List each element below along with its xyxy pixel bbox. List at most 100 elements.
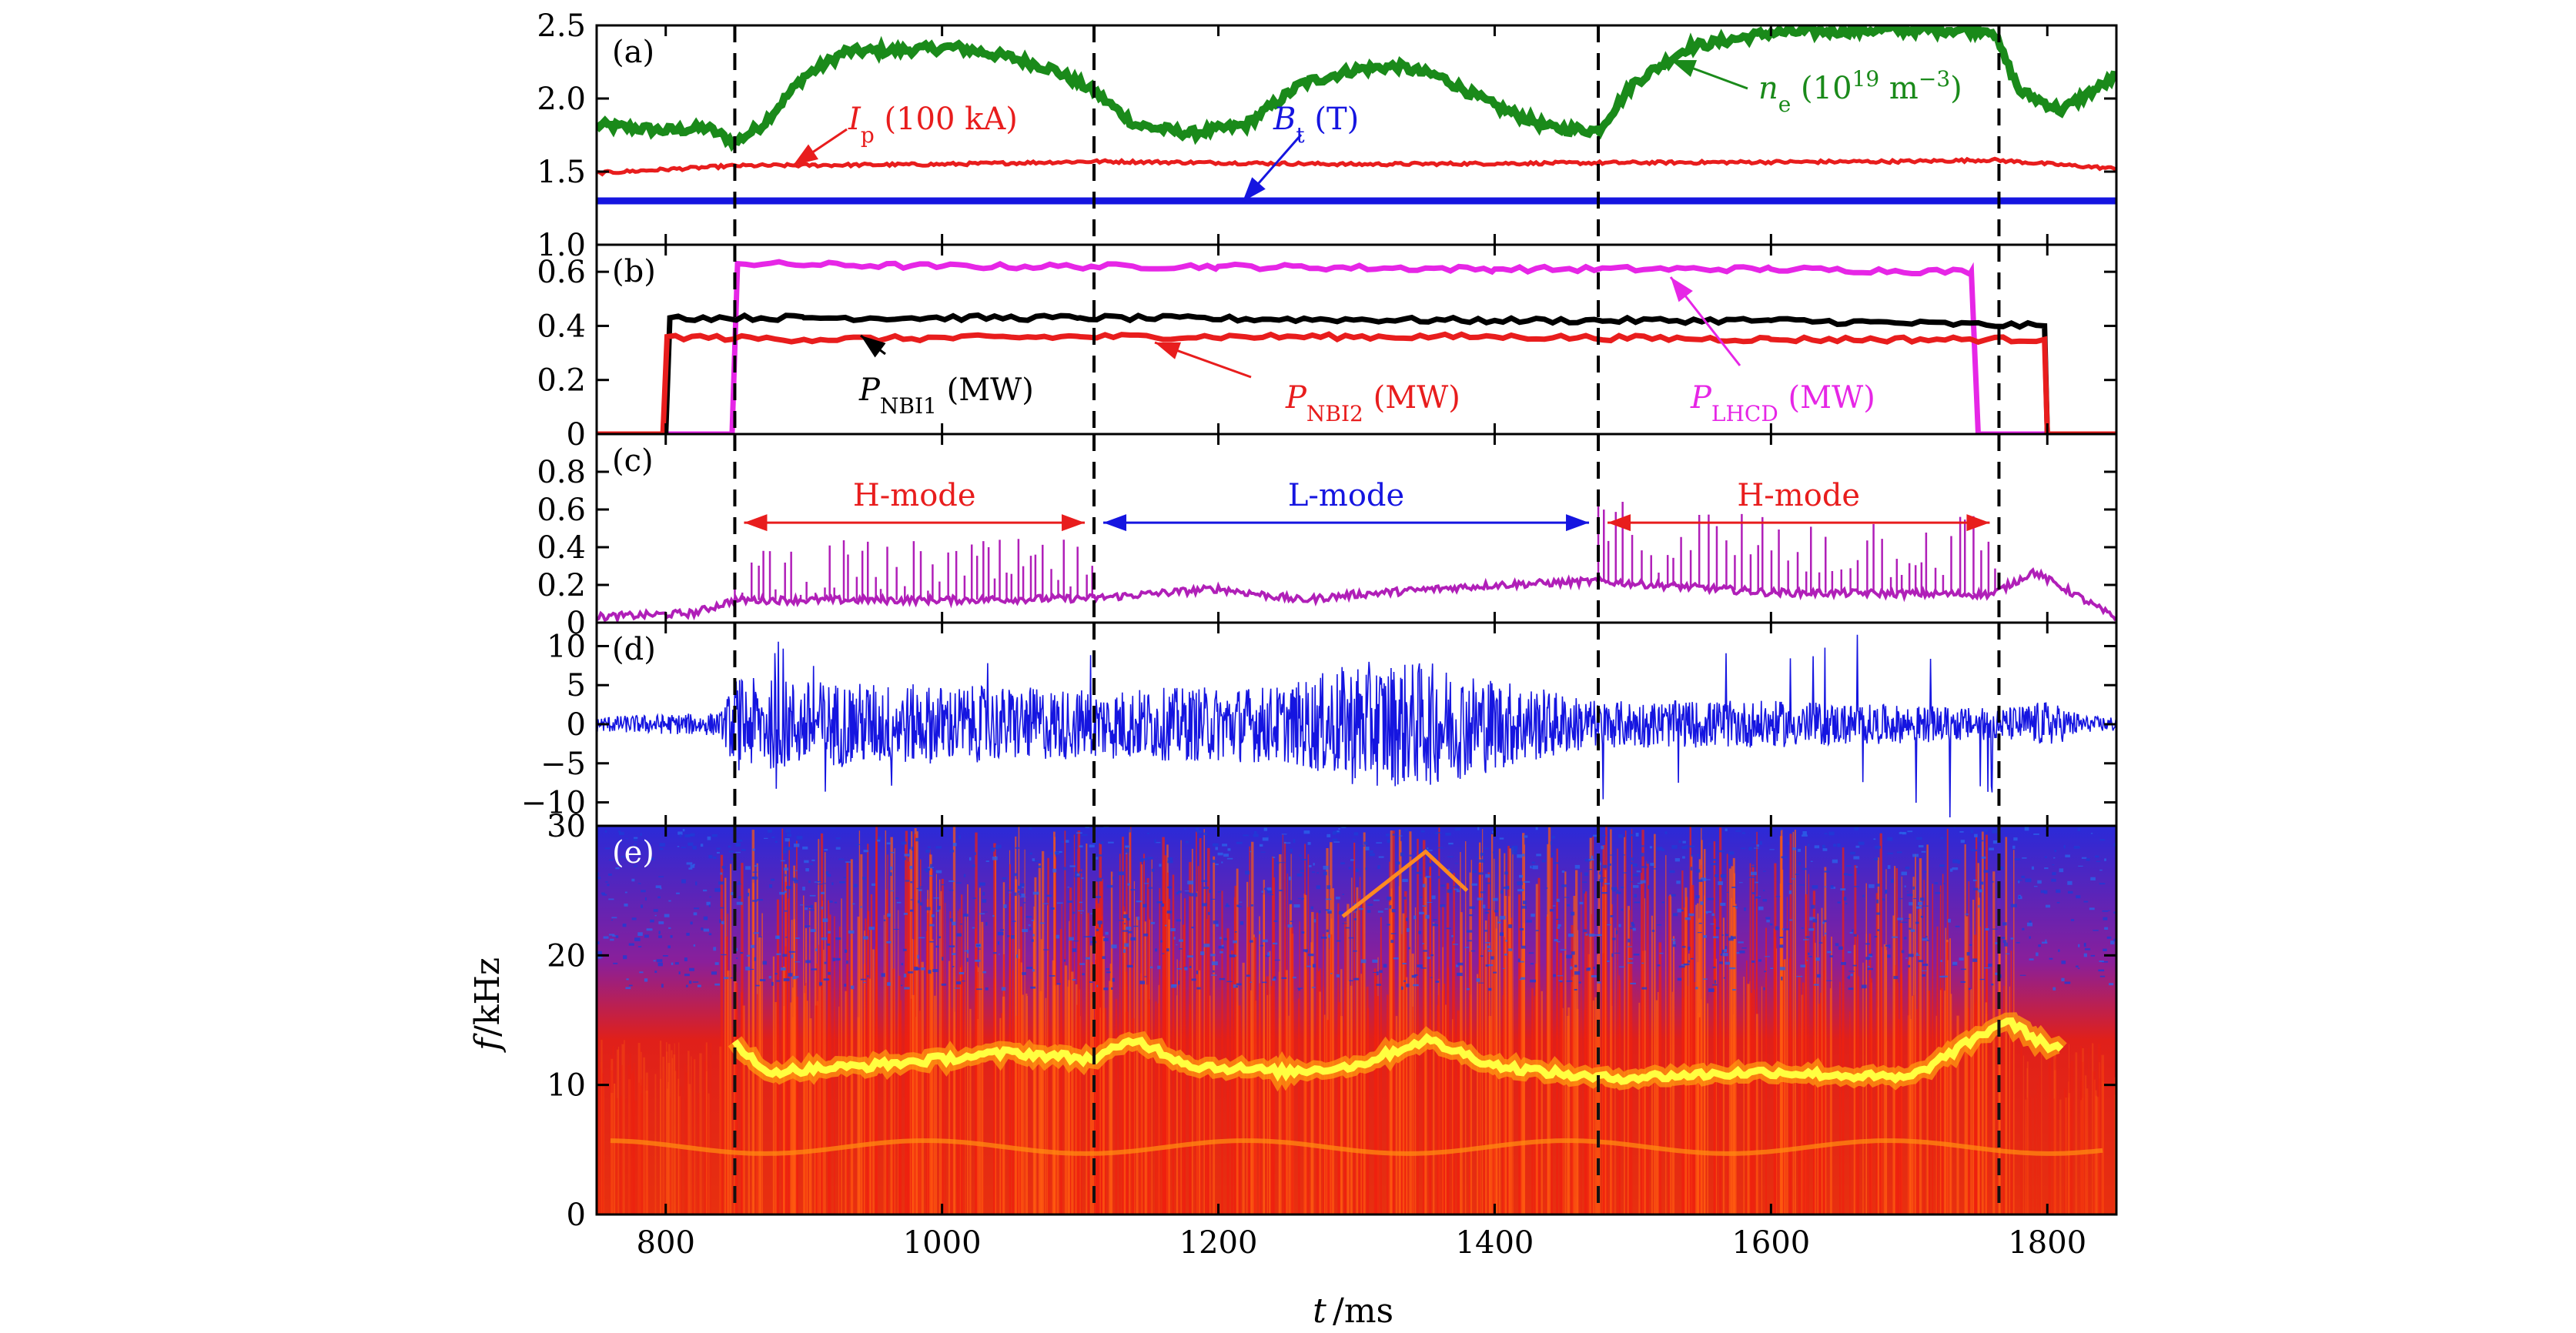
spectrogram-speckle: [1519, 874, 1524, 878]
spectrogram-speckle: [1032, 934, 1035, 937]
spectrogram-speckle: [1935, 892, 1941, 894]
spectrogram-speckle: [1179, 948, 1183, 950]
spectrogram-speckle: [1373, 899, 1380, 901]
spectrogram-speckle: [1741, 847, 1745, 850]
spectrogram-speckle: [1308, 865, 1312, 867]
spectrogram-speckle: [791, 954, 794, 959]
spectrogram-speckle: [1671, 938, 1676, 940]
spectrogram-speckle: [677, 831, 683, 835]
spectrogram-speckle: [925, 907, 931, 910]
spectrogram-speckle: [1332, 830, 1337, 835]
spectrogram-speckle: [2064, 981, 2071, 984]
spectrogram-speckle: [626, 978, 629, 981]
spectrogram-speckle: [1511, 845, 1518, 850]
spectrogram-speckle: [1049, 975, 1055, 977]
spectrogram-speckle: [1003, 904, 1007, 908]
spectrogram-speckle: [1341, 827, 1347, 828]
spectrogram-speckle: [1769, 923, 1773, 926]
spectrogram-speckle: [2033, 886, 2038, 887]
spectrogram-speckle: [1853, 934, 1857, 937]
series-Dalpha: [597, 567, 2116, 623]
spectrogram-speckle: [1406, 928, 1410, 932]
spectrogram-speckle: [2010, 937, 2014, 940]
spectrogram-speckle: [1905, 957, 1908, 959]
spectrogram-speckle: [1882, 898, 1885, 901]
spectrogram-speckle: [625, 837, 628, 840]
spectrogram-speckle: [903, 857, 907, 860]
spectrogram-speckle: [1478, 872, 1484, 875]
series-label-label_var: P: [1690, 380, 1712, 416]
spectrogram-speckle: [768, 829, 772, 833]
spectrogram-speckle: [1591, 974, 1597, 978]
spectrogram-speckle: [2067, 890, 2073, 894]
spectrogram-speckle: [1661, 848, 1665, 852]
spectrogram-speckle: [952, 953, 956, 955]
spectrogram-speckle: [2063, 844, 2066, 849]
spectrogram-speckle: [1210, 898, 1216, 900]
spectrogram-speckle: [1154, 839, 1156, 844]
spectrogram-speckle: [1476, 978, 1480, 982]
spectrogram-speckle: [1312, 987, 1316, 988]
spectrogram-speckle: [708, 904, 711, 907]
spectrogram-speckle: [1567, 934, 1574, 937]
spectrogram-speckle: [1431, 895, 1436, 900]
spectrogram-speckle: [1759, 840, 1762, 845]
spectrogram-speckle: [1899, 897, 1903, 900]
spectrogram-speckle: [1535, 930, 1539, 932]
spectrogram-speckle: [1129, 828, 1131, 833]
spectrogram-speckle: [731, 857, 735, 860]
spectrogram-speckle: [2061, 960, 2066, 964]
spectrogram-speckle: [1273, 976, 1276, 981]
y-tick-label: 1.0: [537, 228, 586, 263]
spectrogram-speckle: [1698, 879, 1703, 882]
spectrogram-speckle: [2076, 965, 2079, 967]
spectrogram-speckle: [1780, 827, 1782, 831]
spectrogram-speckle: [1650, 863, 1654, 867]
spectrogram-speckle: [1219, 950, 1223, 954]
spectrogram-speckle: [794, 961, 801, 963]
spectrogram-speckle: [1877, 929, 1880, 931]
spectrogram-speckle: [1599, 877, 1606, 879]
spectrogram-speckle: [838, 858, 845, 860]
spectrogram-speckle: [1250, 850, 1252, 853]
spectrogram-speckle: [1952, 867, 1959, 870]
spectrogram-speckle: [927, 846, 931, 848]
spectrogram-speckle: [1781, 856, 1788, 859]
spectrogram-speckle: [1885, 890, 1887, 894]
spectrogram-speckle: [1906, 894, 1913, 897]
spectrogram-speckle: [1469, 906, 1476, 909]
spectrogram-speckle: [1634, 894, 1637, 898]
spectrogram-speckle: [1408, 947, 1410, 950]
spectrogram-speckle: [1808, 928, 1815, 931]
spectrogram-speckle: [1436, 832, 1442, 834]
spectrogram-speckle: [1970, 830, 1974, 834]
spectrogram-speckle: [816, 880, 821, 882]
spectrogram-speckle: [1447, 868, 1450, 873]
spectrogram-speckle: [736, 839, 743, 842]
spectrogram-speckle: [1127, 883, 1130, 886]
spectrogram-speckle: [684, 974, 690, 977]
spectrogram-speckle: [644, 897, 647, 901]
spectrogram-speckle: [788, 973, 793, 977]
spectrogram-speckle: [1437, 847, 1444, 849]
spectrogram-speckle: [1636, 870, 1641, 873]
spectrogram-speckle: [982, 899, 987, 903]
spectrogram-speckle: [1696, 854, 1699, 857]
spectrogram-speckle: [1901, 871, 1907, 876]
spectrogram-speckle: [658, 876, 664, 877]
spectrogram-speckle: [1721, 934, 1724, 936]
spectrogram-speckle: [1705, 910, 1712, 914]
spectrogram-speckle: [1330, 972, 1333, 974]
spectrogram-speckle: [2065, 854, 2070, 857]
spectrogram-speckle: [1487, 964, 1494, 967]
spectrogram-speckle: [1521, 889, 1524, 891]
spectrogram-speckle: [670, 935, 673, 938]
spectrogram-speckle: [1838, 946, 1843, 950]
spectrogram-speckle: [1574, 988, 1577, 991]
spectrogram-speckle: [1429, 863, 1432, 867]
spectrogram-speckle: [794, 880, 798, 884]
spectrogram-speckle: [2059, 868, 2064, 873]
spectrogram-speckle: [1261, 981, 1267, 984]
spectrogram-speckle: [785, 936, 788, 938]
spectrogram-speckle: [662, 955, 668, 957]
